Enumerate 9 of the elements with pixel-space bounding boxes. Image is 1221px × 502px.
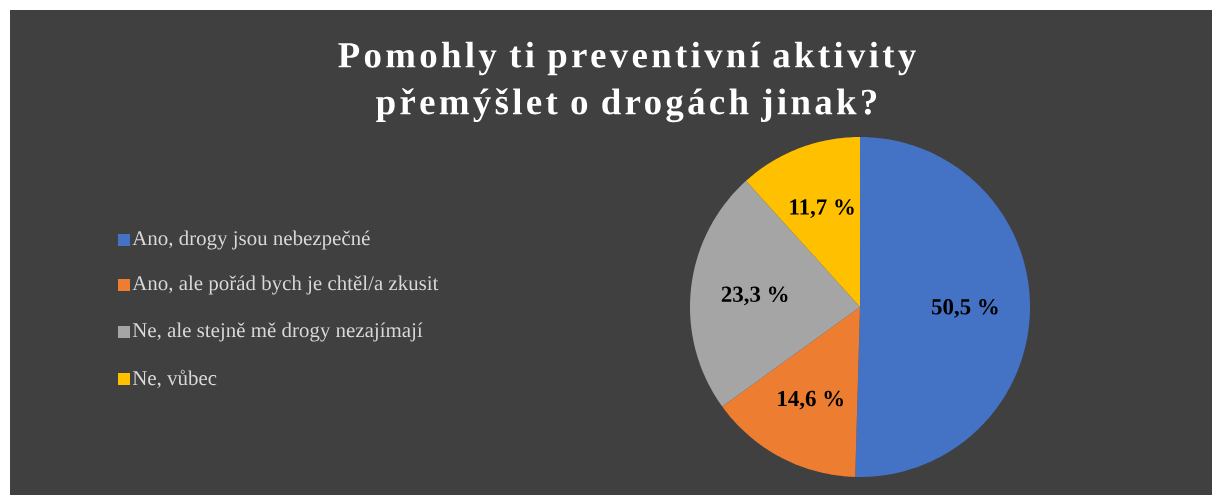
legend-label: Ne, ale stejně mě drogy nezajímají bbox=[132, 322, 423, 342]
data-label: 50,5 % bbox=[931, 299, 998, 318]
data-label: 14,6 % bbox=[778, 390, 843, 410]
legend-label: Ne, vůbec bbox=[132, 369, 217, 389]
chart-title: Pomohly ti preventivní aktivity přemýšlet o drogách jinak? bbox=[338, 41, 916, 123]
legend-label: Ano, ale pořád bych je chtěl/a zkusit bbox=[132, 275, 439, 295]
data-label: 23,3 % bbox=[721, 286, 788, 306]
data-label: 11,7 % bbox=[790, 199, 854, 218]
legend-label: Ano, drogy jsou nebezpečné bbox=[132, 230, 370, 250]
